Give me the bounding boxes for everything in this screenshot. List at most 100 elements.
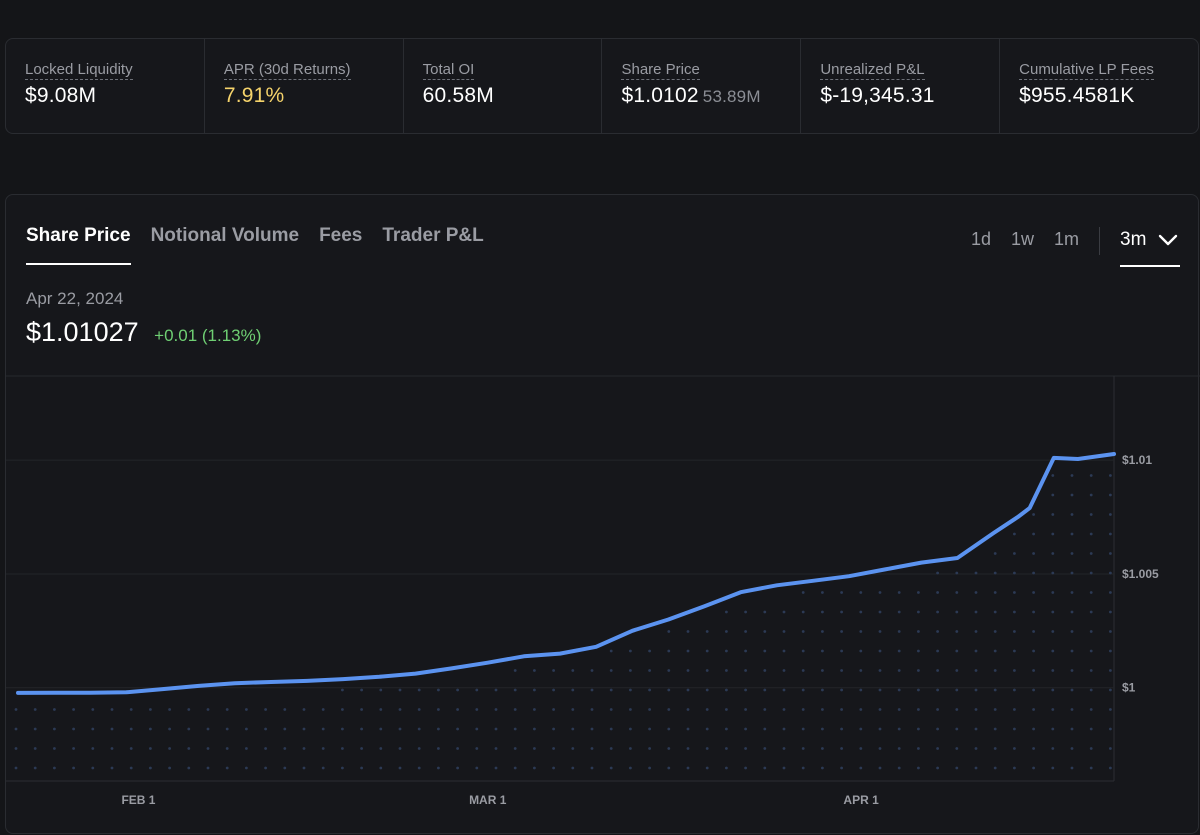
area-dot	[1032, 552, 1035, 555]
area-dot	[437, 766, 440, 770]
y-tick-label: $1	[1122, 681, 1136, 695]
area-dot	[321, 727, 325, 731]
area-dot	[264, 747, 267, 750]
stat-label[interactable]: Total OI	[422, 61, 475, 80]
area-dot	[1051, 747, 1055, 750]
area-dot	[1109, 649, 1112, 653]
area-dot	[53, 727, 56, 731]
area-dot	[245, 727, 248, 731]
area-dot	[955, 630, 959, 633]
area-dot	[437, 727, 440, 731]
range-1d[interactable]: 1d	[970, 229, 991, 249]
area-dot	[341, 747, 344, 750]
range-dropdown[interactable]: 3m	[1120, 229, 1180, 267]
area-dot	[187, 766, 191, 770]
area-dot	[782, 610, 786, 614]
area-dot	[629, 747, 632, 750]
area-dot	[360, 708, 363, 711]
area-dot	[1032, 727, 1035, 731]
area-dot	[590, 669, 594, 672]
stat-value: 7.91%	[223, 84, 285, 107]
area-dot	[1013, 669, 1016, 672]
stat-share-price: Share Price $1.0102 53.89M	[602, 39, 802, 133]
area-dot	[398, 688, 402, 692]
area-dot	[110, 708, 114, 711]
area-dot	[1013, 610, 1016, 614]
area-dot	[72, 766, 75, 770]
range-1w[interactable]: 1w	[1010, 229, 1034, 249]
area-dot	[552, 669, 555, 672]
area-dot	[1013, 766, 1016, 770]
area-dot	[840, 630, 843, 633]
area-dot	[1109, 747, 1112, 750]
area-dot	[1070, 747, 1074, 750]
area-dot	[782, 708, 786, 711]
area-dot	[897, 630, 901, 633]
area-dot	[533, 747, 536, 750]
area-dot	[648, 766, 651, 770]
tab-share-price[interactable]: Share Price	[26, 225, 131, 265]
stat-label[interactable]: APR (30d Returns)	[223, 61, 351, 80]
area-dot	[91, 747, 95, 750]
stat-value: $-19,345.31	[820, 84, 935, 107]
area-dot	[1070, 766, 1074, 770]
area-dot	[955, 727, 959, 731]
area-dot	[725, 766, 728, 770]
tab-trader-pnl[interactable]: Trader P&L	[382, 225, 484, 246]
area-dot	[936, 747, 939, 750]
area-dot	[821, 630, 824, 633]
area-dot	[801, 747, 805, 750]
area-dot	[417, 708, 421, 711]
area-dot	[379, 747, 383, 750]
area-dot	[821, 747, 824, 750]
area-dot	[456, 766, 459, 770]
area-dot	[840, 747, 843, 750]
area-dot	[859, 747, 863, 750]
stat-label[interactable]: Share Price	[621, 61, 700, 80]
area-dot	[840, 591, 843, 594]
area-dot	[571, 669, 575, 672]
area-dot	[859, 649, 863, 653]
area-dot	[1109, 610, 1112, 614]
stat-label[interactable]: Cumulative LP Fees	[1019, 61, 1154, 80]
area-dot	[302, 766, 306, 770]
area-dot	[513, 727, 517, 731]
tab-fees[interactable]: Fees	[319, 225, 363, 246]
area-dot	[1089, 532, 1093, 536]
area-dot	[1070, 513, 1074, 516]
area-dot	[917, 649, 920, 653]
area-dot	[705, 727, 709, 731]
area-dot	[1013, 591, 1016, 594]
area-dot	[667, 669, 671, 672]
area-dot	[417, 766, 421, 770]
area-dot	[168, 747, 172, 750]
area-dot	[648, 688, 651, 692]
share-price-chart[interactable]: $1 $1.005 $1.01 FEB 1 MAR 1 APR 1	[6, 195, 1200, 835]
area-dot	[590, 747, 594, 750]
area-dot	[206, 708, 210, 711]
area-dot	[1013, 649, 1016, 653]
area-dot	[456, 708, 459, 711]
tab-notional-volume[interactable]: Notional Volume	[150, 225, 300, 246]
area-dot	[936, 766, 939, 770]
chart-series	[16, 452, 1116, 695]
area-dot	[821, 649, 824, 653]
area-dot	[974, 766, 978, 770]
area-dot	[725, 688, 728, 692]
area-dot	[629, 766, 632, 770]
range-1m[interactable]: 1m	[1053, 229, 1079, 249]
stat-label[interactable]: Unrealized P&L	[820, 61, 925, 80]
area-dot	[437, 688, 440, 692]
area-dot	[686, 649, 690, 653]
area-dot	[129, 727, 133, 731]
stat-label[interactable]: Locked Liquidity	[25, 61, 133, 80]
area-dot	[398, 766, 402, 770]
area-dot	[264, 727, 267, 731]
chevron-down-icon	[1159, 234, 1178, 246]
area-dot	[878, 630, 882, 633]
area-dot	[206, 747, 210, 750]
area-dot	[897, 591, 901, 594]
area-dot	[33, 766, 37, 770]
area-dot	[129, 708, 133, 711]
area-dot	[1051, 513, 1055, 516]
